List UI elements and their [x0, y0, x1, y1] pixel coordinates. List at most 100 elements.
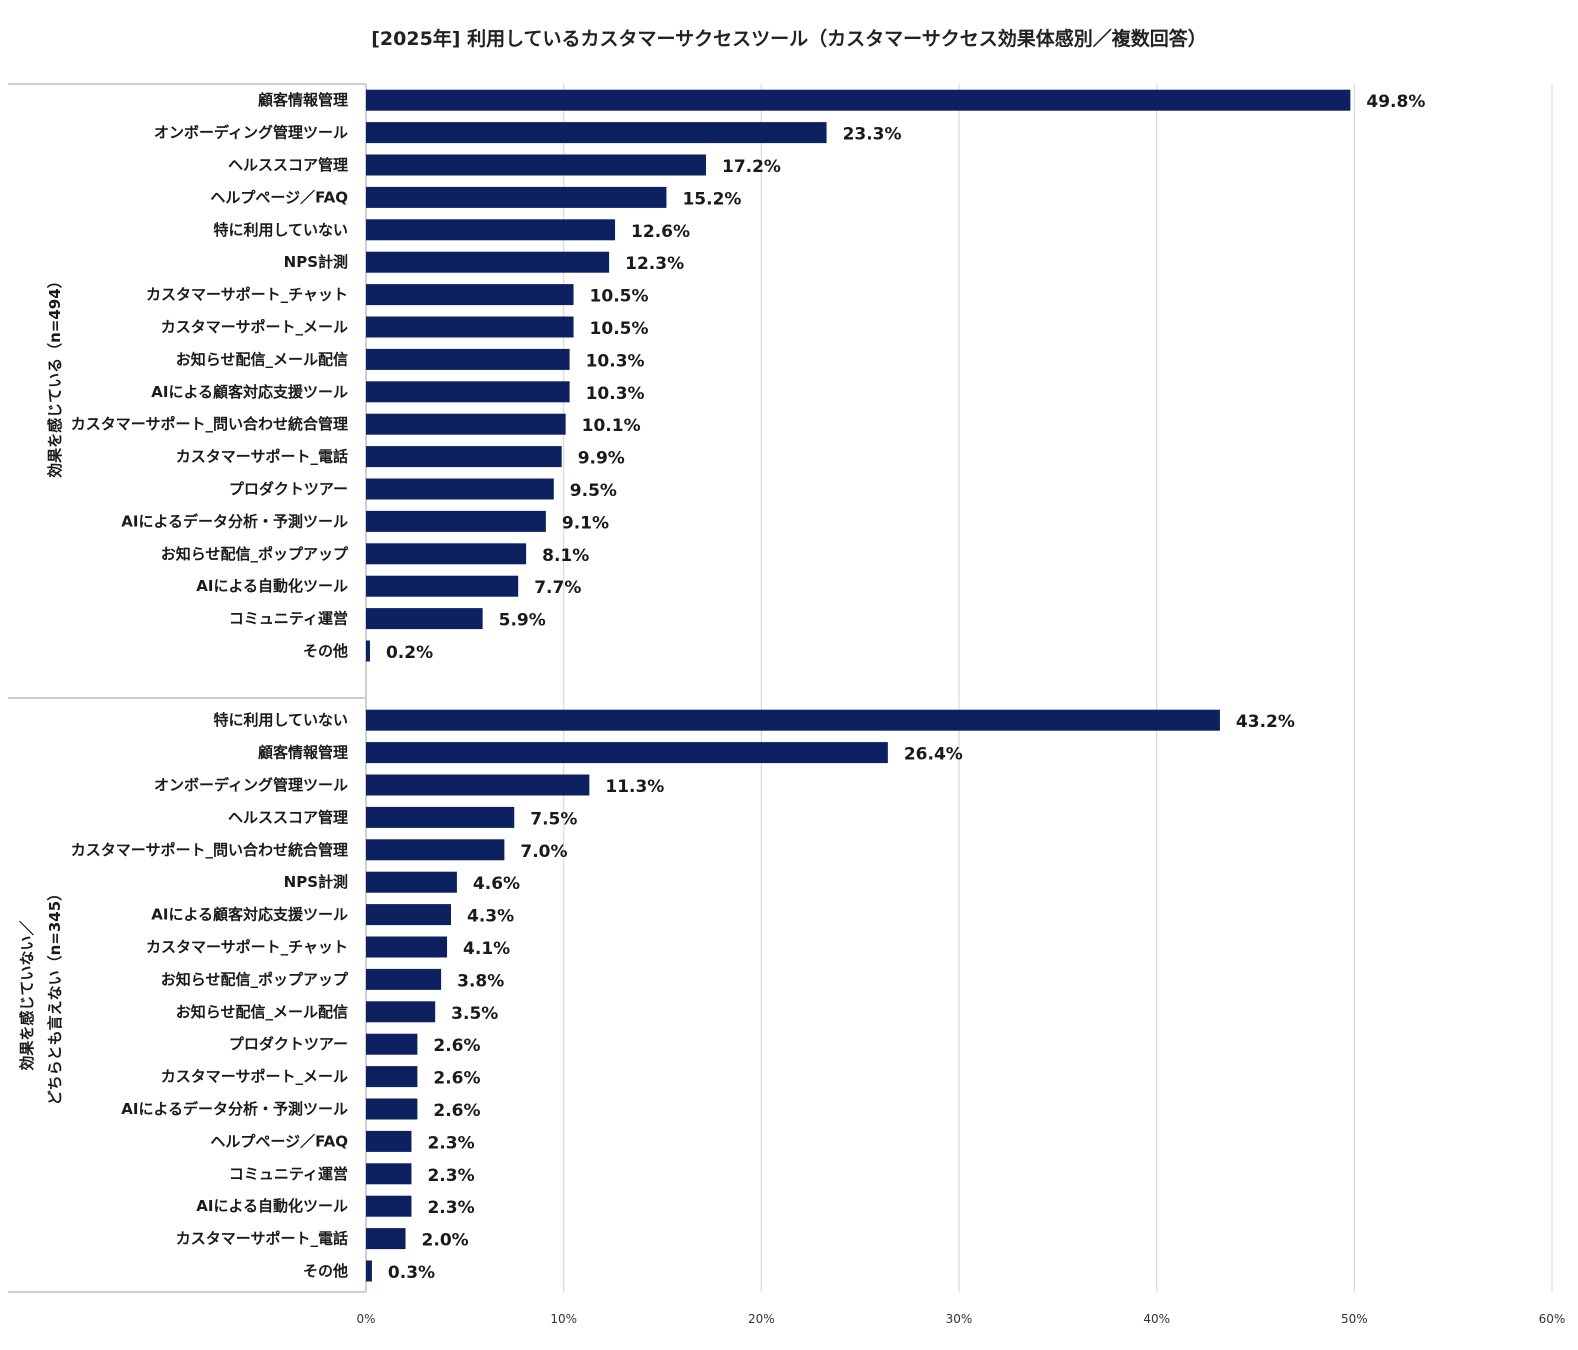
value-label: 3.5%	[451, 1004, 498, 1024]
value-label: 2.6%	[433, 1036, 480, 1056]
group-label: 効果を感じていない／	[18, 921, 36, 1071]
bar	[366, 446, 562, 468]
category-label: プロダクトツアー	[229, 480, 348, 498]
bar	[366, 1130, 412, 1152]
value-label: 49.8%	[1366, 92, 1425, 112]
bar	[366, 1228, 406, 1250]
category-label: その他	[303, 642, 348, 660]
value-label: 9.9%	[578, 449, 625, 469]
bar	[366, 1001, 436, 1023]
category-label: お知らせ配信_メール配信	[176, 1003, 348, 1021]
bar	[366, 89, 1351, 111]
value-label: 9.1%	[562, 513, 609, 533]
category-label: オンボーディング管理ツール	[154, 124, 348, 142]
bar	[366, 1195, 412, 1217]
value-label: 2.0%	[422, 1231, 469, 1251]
category-label: AIによる自動化ツール	[196, 1197, 348, 1215]
bar	[366, 1098, 418, 1120]
category-label: NPS計測	[284, 873, 348, 891]
category-label: カスタマーサポート_問い合わせ統合管理	[71, 841, 348, 859]
value-label: 5.9%	[499, 611, 546, 631]
value-label: 2.3%	[427, 1198, 474, 1218]
x-tick-label: 40%	[1143, 1312, 1170, 1326]
bar	[366, 413, 566, 435]
category-label: 特に利用していない	[213, 221, 348, 239]
x-tick-label: 20%	[748, 1312, 775, 1326]
group-labels: 効果を感じている（n=494） 効果を感じていない／ どちらとも言えない（n=345…	[18, 273, 64, 1105]
bar	[366, 1163, 412, 1185]
bar	[366, 1066, 418, 1088]
category-labels: 顧客情報管理オンボーディング管理ツールヘルススコア管理ヘルプページ／FAQ特に利…	[71, 91, 349, 1280]
category-label: カスタマーサポート_チャット	[146, 286, 348, 304]
bar	[366, 348, 570, 370]
value-label: 12.3%	[625, 254, 684, 274]
bar	[366, 219, 616, 241]
category-label: その他	[303, 1262, 348, 1280]
category-label: オンボーディング管理ツール	[154, 776, 348, 794]
value-label: 43.2%	[1236, 712, 1295, 732]
bar	[366, 936, 448, 958]
category-label: 顧客情報管理	[258, 744, 348, 762]
value-label: 10.1%	[582, 416, 641, 436]
value-label: 7.5%	[530, 809, 577, 829]
category-label: 顧客情報管理	[258, 91, 348, 109]
bar	[366, 543, 527, 565]
x-tick-label: 60%	[1539, 1312, 1566, 1326]
bar	[366, 284, 574, 306]
bar	[366, 251, 610, 273]
category-label: AIによる自動化ツール	[196, 577, 348, 595]
bars	[366, 89, 1351, 1282]
value-label: 9.5%	[570, 481, 617, 501]
category-label: カスタマーサポート_チャット	[146, 938, 348, 956]
category-label: お知らせ配信_ポップアップ	[161, 970, 349, 988]
value-label: 10.5%	[590, 319, 649, 339]
category-label: ヘルプページ／FAQ	[210, 188, 348, 206]
category-label: コミュニティ運営	[229, 610, 348, 628]
bar	[366, 904, 451, 926]
bar	[366, 575, 519, 597]
bar	[366, 806, 515, 828]
value-label: 3.8%	[457, 971, 504, 991]
value-label: 15.2%	[682, 189, 741, 209]
category-label: カスタマーサポート_問い合わせ統合管理	[71, 415, 348, 433]
value-label: 4.6%	[473, 874, 520, 894]
bar	[366, 316, 574, 338]
bar	[366, 1260, 372, 1282]
category-label: カスタマーサポート_メール	[161, 1068, 348, 1086]
bar	[366, 839, 505, 861]
value-label: 8.1%	[542, 546, 589, 566]
bar	[366, 122, 827, 144]
value-label: 23.3%	[843, 125, 902, 145]
bar	[366, 154, 706, 176]
group-label: 効果を感じている（n=494）	[46, 273, 64, 478]
value-labels: 49.8% 23.3% 17.2% 15.2% 12.6% 12.3% 10.5% 10.5%…	[386, 92, 1425, 1283]
bar	[366, 608, 483, 630]
bar	[366, 871, 457, 893]
value-label: 7.0%	[520, 842, 567, 862]
category-label: コミュニティ運営	[229, 1165, 348, 1183]
category-label: カスタマーサポート_電話	[176, 448, 348, 466]
category-label: お知らせ配信_ポップアップ	[161, 545, 349, 563]
value-label: 17.2%	[722, 157, 781, 177]
category-label: カスタマーサポート_メール	[161, 318, 348, 336]
x-tick-label: 50%	[1341, 1312, 1368, 1326]
bar	[366, 742, 888, 764]
category-label: AIによる顧客対応支援ツール	[151, 383, 348, 401]
x-tick-label: 30%	[946, 1312, 973, 1326]
value-label: 2.3%	[427, 1133, 474, 1153]
x-axis-ticks: 0% 10% 20% 30% 40% 50% 60%	[356, 1312, 1565, 1326]
value-label: 10.5%	[590, 287, 649, 307]
category-label: AIによるデータ分析・予測ツール	[121, 512, 348, 530]
category-label: ヘルススコア管理	[228, 808, 348, 826]
category-label: お知らせ配信_メール配信	[176, 350, 348, 368]
x-tick-label: 0%	[356, 1312, 375, 1326]
bar	[366, 1033, 418, 1055]
gridlines	[563, 84, 1553, 1292]
category-label: ヘルプページ／FAQ	[210, 1132, 348, 1150]
category-label: プロダクトツアー	[229, 1035, 348, 1053]
bar	[366, 478, 554, 500]
bar	[366, 640, 370, 662]
value-label: 11.3%	[605, 777, 664, 797]
bar	[366, 968, 442, 990]
